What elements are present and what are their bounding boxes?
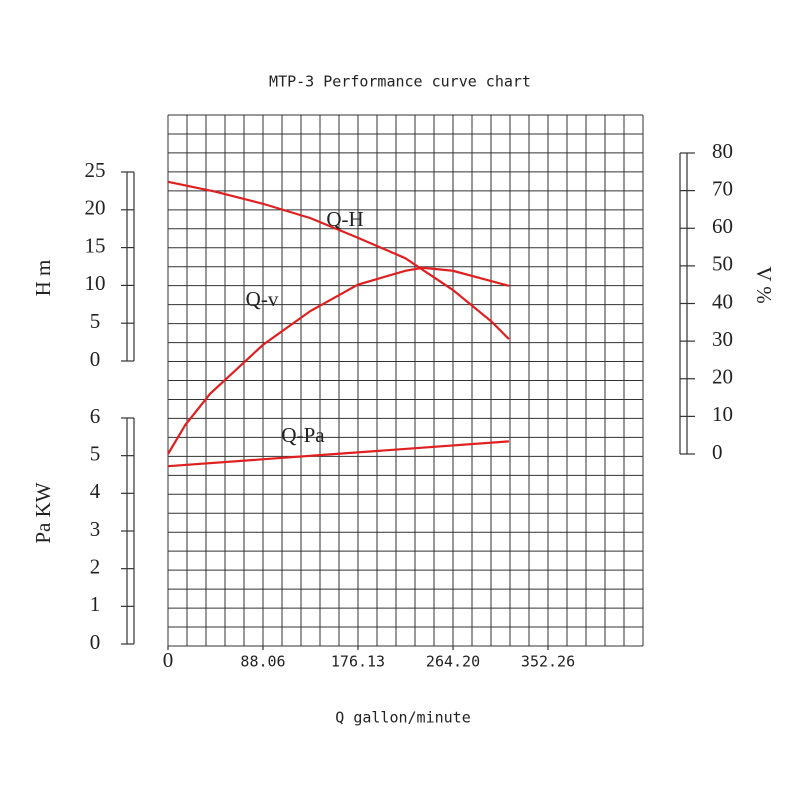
curve-label: Q-Pa <box>281 423 325 447</box>
y-tick-label: 30 <box>712 327 733 351</box>
y-tick-label: 4 <box>90 479 101 503</box>
y-tick-label: 1 <box>90 592 101 616</box>
y-tick-label: 60 <box>712 214 733 238</box>
x-tick-label: 264.20 <box>426 653 480 671</box>
y-tick-label: 0 <box>90 347 101 371</box>
curve-label: Q-H <box>326 207 363 231</box>
y2-axis-title: V % <box>752 266 776 304</box>
curve <box>167 180 510 340</box>
y-tick-label: 0 <box>712 440 723 464</box>
y-tick-label: 0 <box>90 630 101 654</box>
y-tick-label: 5 <box>90 309 101 333</box>
curve <box>167 440 509 468</box>
y-tick-label: 10 <box>712 402 733 426</box>
x-tick-label: 88.06 <box>240 653 285 671</box>
curve-label: Q-v <box>246 287 279 311</box>
x-tick-label: 176.13 <box>331 653 385 671</box>
curve <box>167 266 510 455</box>
x-tick-label: 0 <box>163 648 174 672</box>
y-tick-label: 6 <box>90 404 101 428</box>
y-tick-label: 20 <box>712 365 733 389</box>
x-axis-title: Q gallon/minute <box>335 709 470 727</box>
y-axis-title: H m <box>31 260 55 297</box>
x-tick-label: 352.26 <box>521 653 575 671</box>
y-tick-label: 70 <box>712 176 733 200</box>
y-tick-label: 40 <box>712 289 733 313</box>
y-tick-label: 25 <box>85 158 106 182</box>
y-tick-label: 10 <box>85 271 106 295</box>
chart-title: MTP-3 Performance curve chart <box>269 73 531 91</box>
y-tick-label: 3 <box>90 517 101 541</box>
y-tick-label: 2 <box>90 554 101 578</box>
y-tick-label: 20 <box>85 196 106 220</box>
y-tick-label: 50 <box>712 252 733 276</box>
y3-axis-title: Pa KW <box>31 482 55 543</box>
y-tick-label: 15 <box>85 233 106 257</box>
y-tick-label: 80 <box>712 139 733 163</box>
y-tick-label: 5 <box>90 441 101 465</box>
